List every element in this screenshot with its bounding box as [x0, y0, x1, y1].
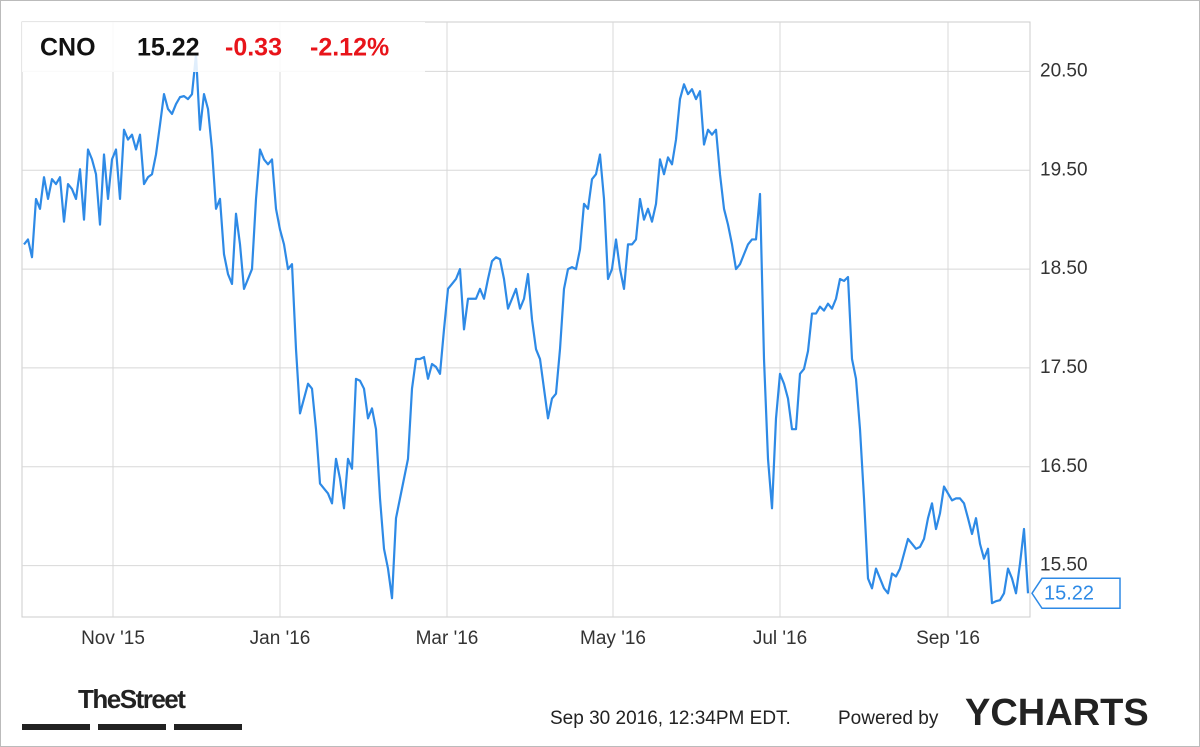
y-tick-label: 20.50	[1040, 60, 1088, 81]
y-tick-label: 16.50	[1040, 456, 1088, 477]
plot-border	[21, 21, 1031, 618]
last-value-box	[1031, 577, 1121, 610]
y-tick-label: 18.50	[1040, 258, 1088, 279]
logo-bar	[98, 724, 166, 730]
y-tick-label: 15.50	[1040, 555, 1088, 576]
logo-bar	[174, 724, 242, 730]
last-value-label: 15.22	[1044, 583, 1094, 605]
timestamp: Sep 30 2016, 12:34PM EDT.	[550, 708, 791, 729]
brand: YCHARTS	[965, 692, 1149, 734]
header-box	[22, 22, 425, 72]
grid: 15.50 16.50 17.50 18.50 19.50 20.50 Nov '15 Jan…	[21, 21, 1088, 649]
x-tick-label: May '16	[580, 628, 646, 649]
symbol: CNO	[40, 34, 96, 62]
source-logo: TheStreet	[78, 684, 186, 714]
y-tick-label: 17.50	[1040, 357, 1088, 378]
y-tick-label: 19.50	[1040, 159, 1088, 180]
plot: 15.22	[23, 53, 1121, 610]
price-line	[23, 53, 1030, 605]
x-tick-label: Nov '15	[81, 628, 145, 649]
price: 15.22	[137, 34, 200, 62]
x-tick-label: Sep '16	[916, 628, 980, 649]
x-tick-label: Jul '16	[753, 628, 807, 649]
change: -0.33	[225, 34, 282, 62]
x-tick-label: Jan '16	[250, 628, 311, 649]
change-percent: -2.12%	[310, 34, 389, 62]
powered-by: Powered by	[838, 708, 939, 729]
logo-bar	[22, 724, 90, 730]
x-tick-label: Mar '16	[416, 628, 479, 649]
